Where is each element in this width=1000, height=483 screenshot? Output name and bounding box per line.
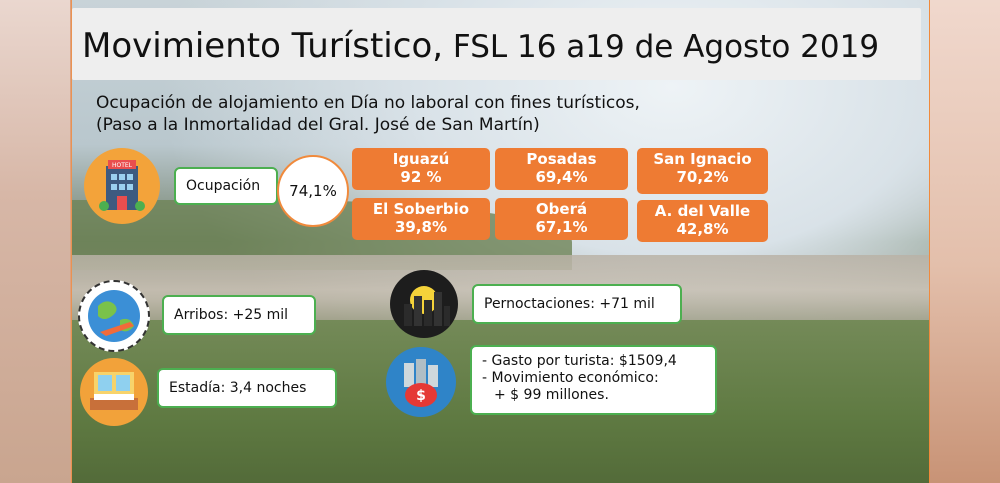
subtitle-line-2: (Paso a la Inmortalidad del Gral. José d…	[96, 115, 540, 135]
ocupacion-value: 74,1%	[277, 155, 349, 227]
city-name: San Ignacio	[653, 150, 752, 168]
pernoctaciones-text: Pernoctaciones: +71 mil	[484, 296, 655, 312]
city-name: Posadas	[526, 150, 597, 168]
gasto-box: - Gasto por turista: $1509,4 - Movimient…	[470, 345, 717, 415]
globe-plane-icon	[78, 280, 150, 352]
city-value: 70,2%	[676, 168, 729, 186]
estadia-text: Estadía: 3,4 noches	[169, 380, 307, 396]
blurred-right-border	[930, 0, 1000, 483]
city-value: 69,4%	[535, 168, 588, 186]
city-iguazu: Iguazú 92 %	[352, 148, 490, 190]
slide: Movimiento Turístico, FSL 16 a19 de Agos…	[72, 0, 929, 483]
gasto-line-2: - Movimiento económico:	[482, 370, 659, 386]
city-posadas: Posadas 69,4%	[495, 148, 628, 190]
city-a-del-valle: A. del Valle 42,8%	[637, 200, 768, 242]
city-value: 67,1%	[535, 218, 588, 236]
city-el-soberbio: El Soberbio 39,8%	[352, 198, 490, 240]
ocupacion-value-text: 74,1%	[289, 182, 337, 200]
city-name: Oberá	[535, 200, 588, 218]
hotel-icon: HOTEL	[84, 148, 160, 224]
city-san-ignacio: San Ignacio 70,2%	[637, 148, 768, 194]
city-name: Iguazú	[392, 150, 450, 168]
city-night-icon	[390, 270, 458, 338]
gasto-line-3: + $ 99 millones.	[494, 387, 609, 403]
city-name: El Soberbio	[372, 200, 470, 218]
ocupacion-label: Ocupación	[186, 178, 261, 194]
money-bag-dollar: $	[416, 388, 426, 404]
hotel-icon-text: HOTEL	[112, 162, 133, 169]
estadia-box: Estadía: 3,4 noches	[157, 368, 337, 408]
ocupacion-label-box: Ocupación	[174, 167, 278, 205]
arribos-text: Arribos: +25 mil	[174, 307, 289, 323]
subtitle-line-1: Ocupación de alojamiento en Día no labor…	[96, 93, 640, 113]
pernoctaciones-box: Pernoctaciones: +71 mil	[472, 284, 682, 324]
page-title: Movimiento Turístico, FSL 16 a19 de Agos…	[82, 26, 879, 66]
bedroom-icon	[80, 358, 148, 426]
gasto-line-1: - Gasto por turista: $1509,4	[482, 353, 677, 369]
blurred-left-border	[0, 0, 70, 483]
city-value: 92 %	[400, 168, 442, 186]
city-value: 39,8%	[394, 218, 448, 236]
city-name: A. del Valle	[654, 202, 751, 220]
money-bag-icon: $	[386, 347, 456, 417]
title-rest: FSL 16 a19 de Agosto 2019	[443, 29, 880, 65]
title-bar: Movimiento Turístico, FSL 16 a19 de Agos…	[72, 8, 921, 80]
city-obera: Oberá 67,1%	[495, 198, 628, 240]
city-value: 42,8%	[676, 220, 729, 238]
title-main: Movimiento Turístico,	[82, 26, 444, 66]
subtitle: Ocupación de alojamiento en Día no labor…	[96, 92, 640, 136]
arribos-box: Arribos: +25 mil	[162, 295, 316, 335]
